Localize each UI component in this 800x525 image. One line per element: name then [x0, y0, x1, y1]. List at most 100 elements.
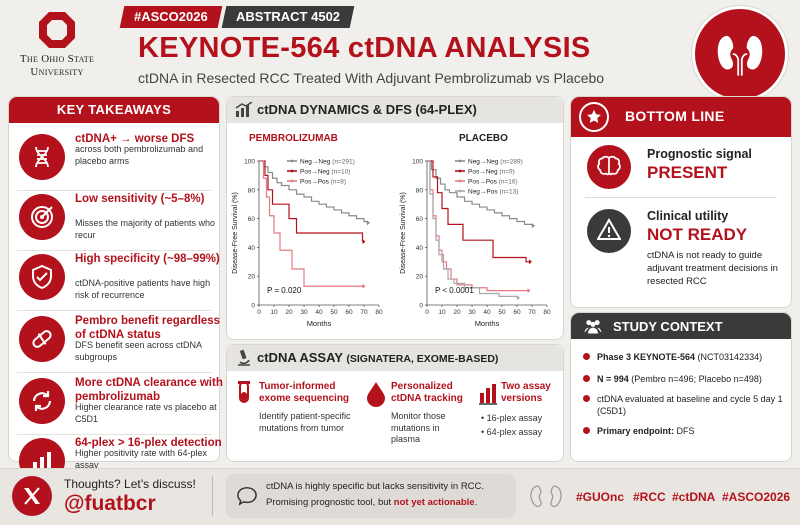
- hashtag-asco2026[interactable]: #ASCO2026: [722, 490, 791, 504]
- brain-badge: [587, 145, 631, 189]
- legend-n: (n=289): [500, 159, 523, 166]
- takeaway-title: 64-plex > 16-plex detection: [75, 437, 222, 449]
- takeaway-title: High specificity (~98–99%): [75, 253, 220, 265]
- takeaway-desc: Misses the majority of patients who recu…: [75, 218, 216, 240]
- legend-n: (n=291): [332, 159, 355, 166]
- km-curve-3: [427, 160, 518, 298]
- key-takeaways-header: KEY TAKEAWAYS: [9, 97, 219, 123]
- legend-label: Pos→Pos (n=16): [468, 179, 518, 186]
- legend-n: (n=9): [499, 169, 514, 176]
- takeaway-icon-badge: [19, 378, 65, 424]
- abstract-tag: ABSTRACT 4502: [221, 6, 355, 28]
- curve-end-marker: [532, 223, 535, 229]
- takeaway-icon-badge: [19, 194, 65, 240]
- x-tick-label: 0: [257, 309, 261, 316]
- assay-item-title: Personalized ctDNA tracking: [391, 381, 463, 404]
- prognostic-status: PRESENT: [647, 163, 728, 182]
- legend-marker: [458, 189, 462, 193]
- bullet-dot: [583, 375, 590, 382]
- legend-n: (n=16): [499, 179, 518, 186]
- study-item-text: (NCT03142334): [695, 352, 763, 362]
- km-chart-placebo: PLACEBO 0 20 40 60 80 100 0 10 20 30 40 50 60 70 80 Mont…: [400, 133, 551, 328]
- bar-chart-icon: [33, 452, 51, 470]
- takeaway-desc: Higher positivity rate with 64-plex assa…: [75, 448, 208, 470]
- utility-desc: ctDNA is not ready to guide adjuvant tre…: [647, 250, 778, 287]
- legend-label: Pos→Neg (n=10): [300, 169, 350, 176]
- legend-marker: [458, 169, 462, 173]
- quote-line1: ctDNA is highly specific but lacks sensi…: [266, 481, 485, 492]
- key-takeaways-panel: KEY TAKEAWAYS ctDNA+ → worse DFS across …: [8, 96, 223, 484]
- x-tick-label: 60: [345, 309, 353, 316]
- y-axis-label: Disease-Free Survival (%): [400, 192, 407, 274]
- prognostic-title: Prognostic signal: [647, 147, 752, 161]
- kidneys-icon: [717, 35, 763, 76]
- y-tick-label: 80: [416, 187, 424, 194]
- x-tick-label: 20: [285, 309, 293, 316]
- logo-line2: University: [30, 66, 84, 78]
- p-value: P < 0.0001: [435, 286, 474, 295]
- x-tick-label: 80: [375, 309, 383, 316]
- takeaway-item: High specificity (~98–99%) ctDNA-positiv…: [17, 247, 220, 311]
- x-tick-label: 10: [270, 309, 278, 316]
- study-item-bold: Primary endpoint:: [597, 426, 675, 436]
- y-axis-label: Disease-Free Survival (%): [232, 192, 239, 274]
- page-subtitle: ctDNA in Resected RCC Treated With Adjuv…: [138, 70, 605, 86]
- legend-marker: [458, 179, 462, 183]
- assay-item-title: Two assay versions: [501, 381, 551, 404]
- takeaway-icon-badge: [19, 254, 65, 300]
- x-tick-label: 40: [315, 309, 323, 316]
- discuss-text: Thoughts? Let’s discuss!: [64, 477, 196, 491]
- utility-status: NOT READY: [647, 225, 748, 244]
- y-tick-label: 100: [244, 159, 255, 166]
- y-tick-label: 0: [251, 303, 255, 310]
- dna-icon: [35, 146, 49, 168]
- assay-item-desc: Identify patient-specific mutations from…: [259, 411, 351, 433]
- hashtag-guonc[interactable]: #GUOnc: [576, 490, 625, 504]
- star-icon: [587, 109, 601, 123]
- x-tick-label: 70: [528, 309, 536, 316]
- legend-marker: [290, 179, 294, 183]
- x-axis-label: Months: [307, 319, 332, 328]
- x-tick-label: 10: [438, 309, 446, 316]
- warning-badge: [587, 209, 631, 253]
- refresh-icon: [32, 391, 52, 411]
- takeaway-title: Pembro benefit regardless of ctDNA statu…: [75, 315, 221, 341]
- study-item-text: ctDNA evaluated at baseline and cycle 5 …: [597, 394, 783, 416]
- bottom-line-header: BOTTOM LINE: [625, 108, 725, 124]
- y-tick-label: 80: [248, 187, 256, 194]
- curve-end-marker: [517, 295, 520, 301]
- p-value: P = 0.020: [267, 286, 302, 295]
- assay-header: ctDNA ASSAY: [257, 350, 343, 365]
- bottom-line-panel: BOTTOM LINE Prognostic signal PRESENT Cl…: [570, 96, 792, 308]
- km-curve-2: [259, 160, 363, 287]
- legend-label: Neg→Neg (n=291): [300, 159, 355, 166]
- takeaway-title: More ctDNA clearance with pembrolizumab: [75, 377, 223, 403]
- hashtag-ctdna[interactable]: #ctDNA: [672, 490, 716, 504]
- y-tick-label: 20: [248, 274, 256, 281]
- legend-marker: [290, 169, 294, 173]
- x-logo-badge[interactable]: [12, 476, 52, 516]
- twitter-handle[interactable]: @fuatbcr: [64, 492, 156, 515]
- x-tick-label: 60: [513, 309, 521, 316]
- takeaway-desc: Higher clearance rate vs placebo at C5D1: [75, 402, 217, 424]
- y-tick-label: 100: [412, 159, 423, 166]
- x-tick-label: 50: [330, 309, 338, 316]
- test-tube-icon: [238, 381, 250, 403]
- study-item-bold: N = 994: [597, 374, 629, 384]
- y-tick-label: 60: [416, 216, 424, 223]
- hashtag-rcc[interactable]: #RCC: [633, 490, 666, 504]
- study-item-text: DFS: [674, 426, 695, 436]
- chart-trend-icon: [235, 102, 253, 117]
- star-badge: [579, 102, 609, 132]
- takeaway-icon-badge: [19, 134, 65, 180]
- curve-end-marker: [362, 239, 366, 245]
- blood-drop-icon: [367, 382, 385, 407]
- bullet-dot: [583, 395, 590, 402]
- legend-label: Neg→Neg (n=289): [468, 159, 523, 166]
- km-curve-0: [427, 160, 533, 226]
- curve-end-marker: [367, 220, 370, 226]
- x-tick-label: 80: [543, 309, 551, 316]
- y-tick-label: 20: [416, 274, 424, 281]
- dynamics-header: ctDNA DYNAMICS & DFS (64-PLEX): [257, 102, 477, 117]
- bullet-dot: [583, 353, 590, 360]
